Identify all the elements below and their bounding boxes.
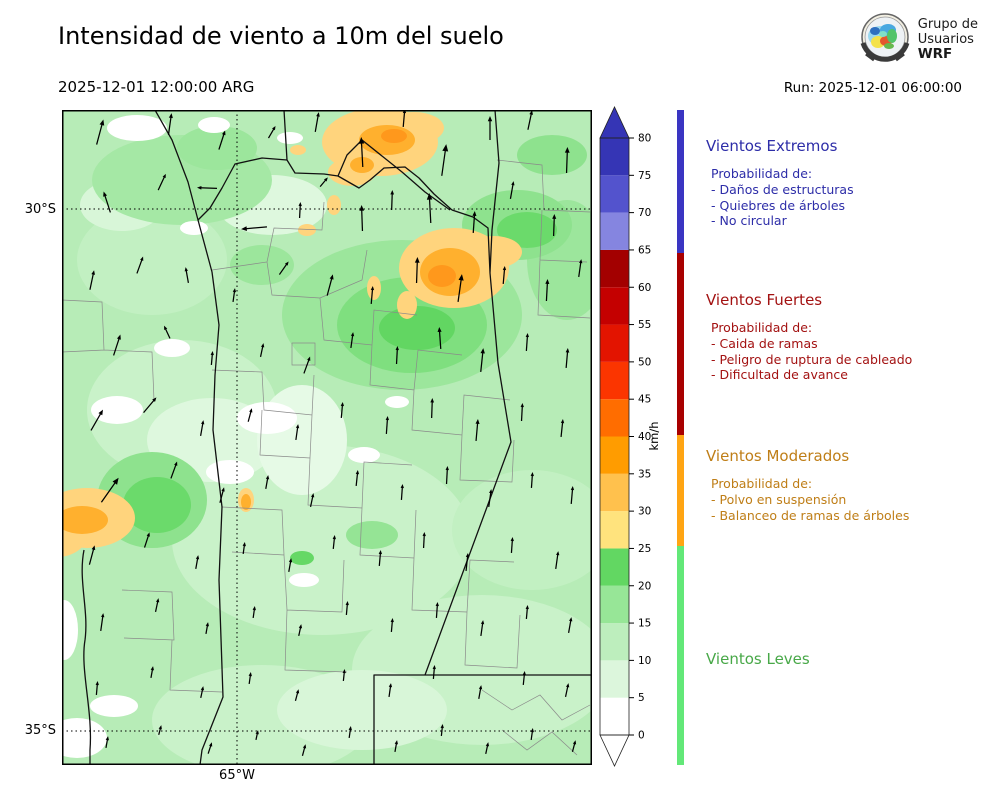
- category-strip-segment: [677, 253, 684, 435]
- category-strip-segment: [677, 435, 684, 546]
- legend-item: - Quiebres de árboles: [711, 197, 846, 213]
- legend-item: - Dificultad de avance: [711, 367, 848, 382]
- svg-text:20: 20: [638, 580, 651, 592]
- svg-text:75: 75: [638, 170, 651, 182]
- legend-probability-label: Probabilidad de:: [711, 320, 813, 335]
- svg-text:55: 55: [638, 319, 651, 331]
- page-title: Intensidad de viento a 10m del suelo: [58, 22, 504, 50]
- legend-heading-leves: Vientos Leves: [706, 650, 810, 668]
- legend-section-extremos: Vientos Extremos Probabilidad de: - Daño…: [692, 137, 992, 229]
- legend-probability-label: Probabilidad de:: [711, 166, 813, 181]
- run-time-label: Run: 2025-12-01 06:00:00: [783, 80, 962, 96]
- svg-text:50: 50: [638, 356, 651, 368]
- graticule-lines: [62, 110, 592, 765]
- svg-text:65: 65: [638, 244, 651, 256]
- wind-intensity-map: [62, 110, 592, 765]
- department-boundaries: [62, 159, 591, 756]
- legend-item: - Polvo en suspensión: [711, 492, 847, 507]
- colorbar-segments: [599, 106, 630, 767]
- logo-line-2: Usuarios: [917, 31, 974, 47]
- lat-label-35s: 35°S: [24, 723, 56, 738]
- category-strip-segment: [677, 546, 684, 765]
- legend-heading-extremos: Vientos Extremos: [706, 137, 838, 155]
- svg-text:30: 30: [638, 506, 651, 518]
- province-boundaries: [81, 110, 592, 765]
- svg-text:10: 10: [638, 655, 651, 667]
- legend-item: - Daños de estructuras: [711, 182, 854, 197]
- wrf-logo-emblem-icon: [860, 13, 910, 62]
- terrain-shading-layer: [62, 110, 592, 765]
- lat-label-30s: 30°S: [24, 202, 56, 217]
- svg-text:45: 45: [638, 394, 651, 406]
- legend-heading-moderados: Vientos Moderados: [706, 447, 850, 465]
- category-strip-segment: [677, 110, 684, 253]
- colorbar-unit-label: km/h: [647, 421, 661, 450]
- svg-text:0: 0: [638, 730, 645, 742]
- legend-item: - No circular: [711, 213, 787, 228]
- wrf-users-group-logo: Grupo de Usuarios WRF: [858, 10, 978, 68]
- wind-category-strip: [677, 110, 684, 765]
- legend-section-leves: Vientos Leves: [692, 650, 992, 679]
- svg-text:15: 15: [638, 618, 651, 630]
- svg-text:25: 25: [638, 543, 651, 555]
- svg-text:80: 80: [638, 133, 651, 145]
- legend-heading-fuertes: Vientos Fuertes: [706, 291, 823, 309]
- svg-text:40: 40: [638, 431, 651, 443]
- legend-items-fuertes: - Caida de ramas - Peligro de ruptura de …: [711, 336, 992, 383]
- logo-line-1: Grupo de: [917, 16, 978, 32]
- legend-items-moderados: - Polvo en suspensión - Balanceo de ramas…: [711, 492, 992, 523]
- wind-category-legend: Vientos Extremos Probabilidad de: - Daño…: [692, 110, 994, 770]
- legend-section-moderados: Vientos Moderados Probabilidad de: - Pol…: [692, 447, 992, 523]
- wrf-logo-text: Grupo de Usuarios WRF: [918, 17, 978, 62]
- svg-text:5: 5: [638, 692, 645, 704]
- legend-item: - Peligro de ruptura de cableado: [711, 351, 913, 367]
- map-border: [62, 110, 592, 765]
- wind-speed-colorbar: 0 5 10 15 20 25 30 35 40 45 50 55 60 65 70 75 80 km/h: [599, 106, 661, 767]
- logo-line-3: WRF: [917, 45, 953, 62]
- valid-time-label: 2025-12-01 12:00:00 ARG: [58, 78, 255, 96]
- legend-item: - Balanceo de ramas de árboles: [711, 507, 910, 523]
- legend-section-fuertes: Vientos Fuertes Probabilidad de: - Caida…: [692, 291, 992, 383]
- lon-label-65w: 65°W: [219, 768, 255, 783]
- wind-arrows-layer: [88, 110, 583, 756]
- legend-items-extremos: - Daños de estructuras - Quiebres de árbo…: [711, 182, 992, 229]
- legend-item: - Caida de ramas: [711, 336, 818, 351]
- legend-probability-label: Probabilidad de:: [711, 476, 813, 491]
- svg-text:70: 70: [638, 207, 651, 219]
- svg-text:60: 60: [638, 282, 651, 294]
- svg-text:35: 35: [638, 468, 651, 480]
- colorbar-ticks: 0 5 10 15 20 25 30 35 40 45 50 55 60 65 70 75 80: [629, 133, 651, 742]
